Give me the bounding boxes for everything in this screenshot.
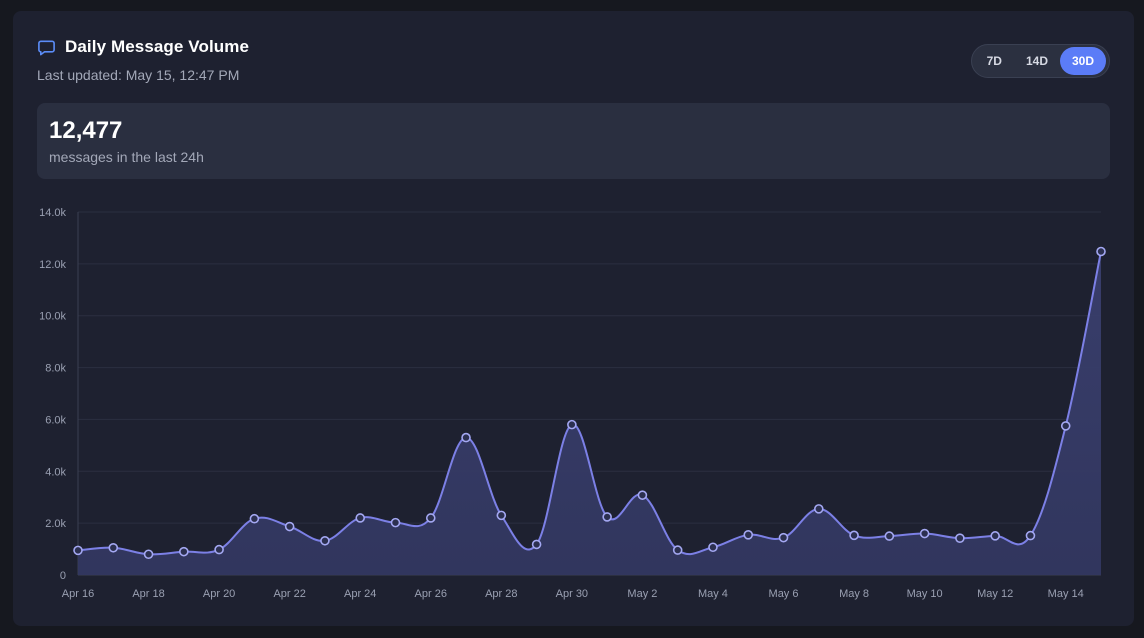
x-tick-label: May 4 — [698, 588, 728, 600]
stat-label: messages in the last 24h — [49, 149, 204, 165]
range-14d-button[interactable]: 14D — [1025, 54, 1048, 68]
y-tick-label: 0 — [60, 570, 66, 582]
y-tick-label: 12.0k — [39, 259, 66, 271]
data-point[interactable] — [778, 532, 789, 543]
data-point[interactable] — [73, 545, 83, 556]
x-tick-label: May 2 — [627, 588, 657, 600]
data-point[interactable] — [849, 530, 859, 541]
data-point[interactable] — [884, 531, 895, 541]
chat-bubble-icon — [38, 40, 55, 55]
card-header: Daily Message Volume Last updated: May 1… — [37, 37, 249, 83]
stat-value: 12,477 — [49, 117, 123, 144]
chart-card: 0 2.0k 4.0k 6.0k 8.0k 10.0k 12.0k 14.0k Apr 16 A… — [13, 11, 1134, 626]
series-message-volume — [73, 246, 1106, 576]
x-tick-label: Apr 26 — [415, 588, 447, 600]
data-point[interactable] — [955, 533, 965, 543]
range-30d-button[interactable]: 30D — [1059, 47, 1106, 75]
data-point[interactable] — [249, 513, 260, 524]
x-tick-label: May 8 — [839, 588, 869, 600]
data-point[interactable] — [108, 542, 119, 553]
data-point[interactable] — [990, 531, 1000, 541]
data-point[interactable] — [1060, 421, 1071, 431]
x-tick-label: Apr 20 — [203, 588, 235, 600]
data-point[interactable] — [743, 530, 754, 540]
data-point[interactable] — [214, 544, 224, 555]
data-point[interactable] — [390, 517, 401, 528]
data-point[interactable] — [672, 545, 683, 555]
data-point[interactable] — [320, 535, 330, 546]
x-tick-label: Apr 30 — [556, 588, 588, 600]
data-point[interactable] — [425, 513, 436, 523]
last-updated-text: Last updated: May 15, 12:47 PM — [37, 67, 240, 83]
y-tick-label: 10.0k — [39, 311, 66, 323]
data-point[interactable] — [919, 528, 930, 539]
x-tick-label: May 10 — [907, 588, 943, 600]
data-point[interactable] — [355, 513, 366, 523]
y-tick-label: 14.0k — [39, 207, 66, 219]
x-tick-label: May 14 — [1048, 588, 1084, 600]
x-tick-label: May 12 — [977, 588, 1013, 600]
data-point[interactable] — [602, 512, 612, 522]
x-tick-label: Apr 18 — [132, 588, 164, 600]
data-point[interactable] — [143, 549, 154, 560]
title-row: Daily Message Volume — [37, 37, 249, 57]
data-point[interactable] — [496, 510, 507, 521]
data-point[interactable] — [461, 432, 471, 443]
page-title: Daily Message Volume — [65, 37, 250, 56]
data-point[interactable] — [567, 419, 577, 430]
range-toggle: 7D 14D 30D — [970, 44, 1110, 78]
summary-stat: 12,477 messages in the last 24h — [37, 103, 1110, 179]
x-tick-label: Apr 28 — [485, 588, 517, 600]
data-point[interactable] — [708, 542, 718, 553]
data-point[interactable] — [284, 521, 295, 532]
y-tick-label: 2.0k — [45, 518, 66, 530]
x-tick-label: Apr 24 — [344, 588, 376, 600]
data-point[interactable] — [1025, 530, 1036, 541]
x-tick-label: Apr 16 — [62, 588, 94, 600]
x-tick-label: May 6 — [769, 588, 799, 600]
series-line — [77, 251, 1102, 556]
x-tick-label: Apr 22 — [273, 588, 305, 600]
data-point[interactable] — [813, 504, 824, 514]
y-tick-label: 4.0k — [45, 466, 66, 478]
y-tick-label: 8.0k — [45, 363, 66, 375]
data-point[interactable] — [1096, 246, 1106, 257]
range-7d-button[interactable]: 7D — [986, 54, 1002, 68]
data-point[interactable] — [637, 490, 648, 500]
y-tick-label: 6.0k — [45, 414, 66, 426]
data-point[interactable] — [179, 546, 189, 557]
data-point[interactable] — [531, 539, 542, 550]
area-fill — [78, 251, 1101, 576]
y-axis-ticks: 0 2.0k 4.0k 6.0k 8.0k 10.0k 12.0k 14.0k — [39, 207, 66, 582]
x-axis-ticks: Apr 16 Apr 18 Apr 20 Apr 22 Apr 24 Apr 26 Apr … — [62, 588, 1084, 600]
